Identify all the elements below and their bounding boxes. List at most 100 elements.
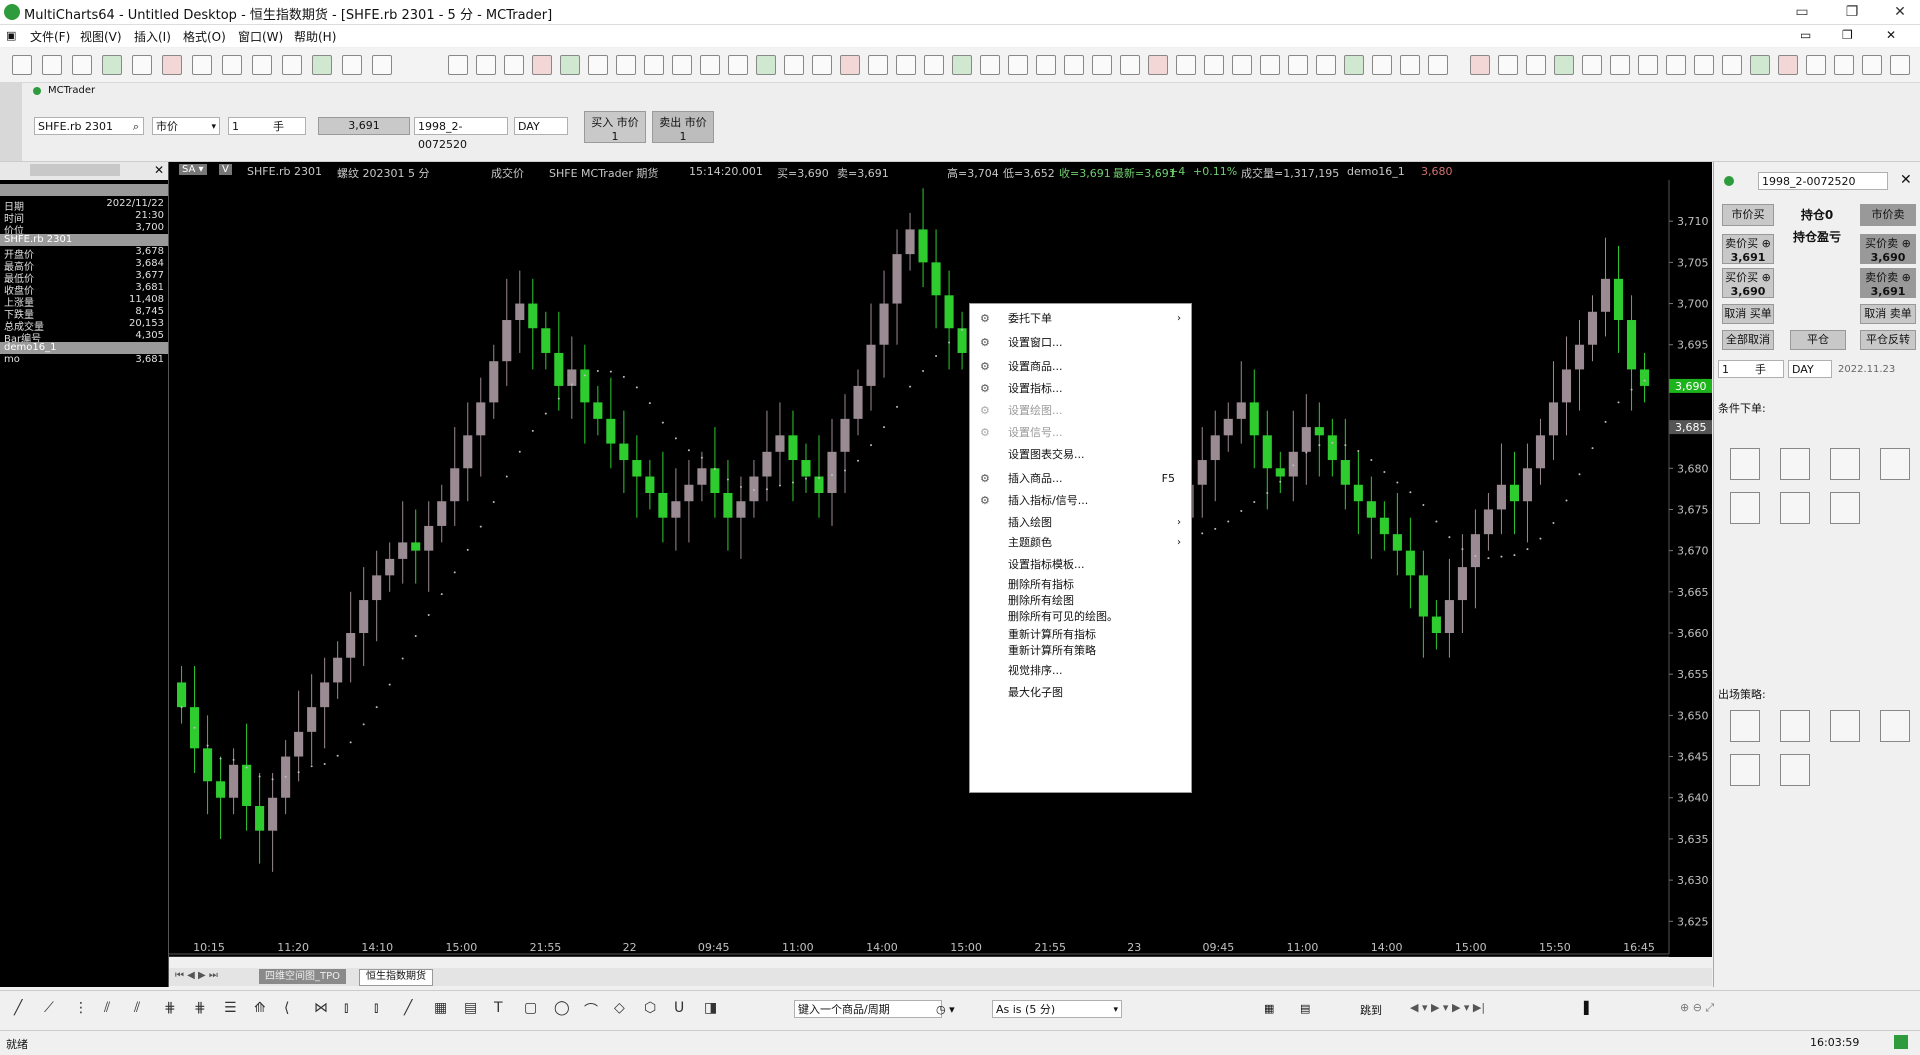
chart-scrollbar-track[interactable]: [169, 956, 1669, 957]
drawing-tool-icon[interactable]: ╱: [14, 1000, 23, 1016]
drawing-tool-icon[interactable]: ⫾: [374, 1000, 379, 1016]
ask-sell-button[interactable]: 卖价卖 ⊕ 3,691: [1860, 268, 1916, 298]
panel-close-icon[interactable]: ✕: [1900, 172, 1912, 188]
drawing-tool-icon[interactable]: ▢: [524, 1000, 538, 1016]
toolbar-tool-icon[interactable]: [1008, 55, 1028, 75]
toolbar-tool-icon[interactable]: [1036, 55, 1056, 75]
toolbar-tool-icon[interactable]: [222, 55, 242, 75]
tab-tpo[interactable]: 四维空间图_TPO: [259, 969, 347, 984]
toolbar-tool-icon[interactable]: [532, 55, 552, 75]
toolbar-tool-icon[interactable]: [1638, 55, 1658, 75]
toolbar-tool-icon[interactable]: [700, 55, 720, 75]
toolbar-tool-icon[interactable]: [1470, 55, 1490, 75]
toolbar-tool-icon[interactable]: [1092, 55, 1112, 75]
toolbar-tool-icon[interactable]: [1120, 55, 1140, 75]
context-menu-item[interactable]: 设置图表交易...: [970, 444, 1191, 466]
symbol-input[interactable]: SHFE.rb 2301 ⌕: [34, 117, 144, 135]
toolbar-tool-icon[interactable]: [1344, 55, 1364, 75]
toolbar-tool-icon[interactable]: [162, 55, 182, 75]
drawing-tool-icon[interactable]: ⋮: [74, 1000, 88, 1016]
toolbar-tool-icon[interactable]: [102, 55, 122, 75]
toolbar-tool-icon[interactable]: [616, 55, 636, 75]
toolbar-tool-icon[interactable]: [756, 55, 776, 75]
menu-format[interactable]: 格式(O): [183, 30, 226, 44]
toolbar-tool-icon[interactable]: [372, 55, 392, 75]
tradebar-grip[interactable]: [0, 83, 22, 161]
mdi-restore-icon[interactable]: ❐: [1842, 28, 1853, 42]
panel-tif-select[interactable]: DAY: [1788, 360, 1832, 378]
cancel-all-button[interactable]: 全部取消: [1722, 330, 1774, 350]
zoom-icons[interactable]: ⊕ ⊖ ⤢: [1680, 1001, 1715, 1014]
context-menu-item[interactable]: 插入绘图 ›: [970, 512, 1191, 534]
drawing-tool-icon[interactable]: ⫽: [104, 1000, 111, 1016]
cond-order-tile-2-icon[interactable]: [1780, 448, 1810, 480]
menu-file[interactable]: 文件(F): [30, 30, 71, 44]
panel-qty-stepper[interactable]: 1 手: [1718, 360, 1784, 378]
cancel-buy-button[interactable]: 取消 买单: [1722, 304, 1774, 324]
toolbar-tool-icon[interactable]: [560, 55, 580, 75]
context-menu-item[interactable]: ⚙ 插入指标/信号...: [970, 490, 1191, 512]
ask-buy-button[interactable]: 卖价买 ⊕ 3,691: [1722, 234, 1774, 264]
menu-insert[interactable]: 插入(I): [134, 30, 171, 44]
order-type-select[interactable]: 市价 ▾: [152, 117, 220, 135]
toolbar-tool-icon[interactable]: [1862, 55, 1882, 75]
toolbar-tool-icon[interactable]: [1582, 55, 1602, 75]
drawing-tool-icon[interactable]: ◨: [704, 1000, 718, 1016]
drawing-tool-icon[interactable]: ▤: [464, 1000, 478, 1016]
drawing-tool-icon[interactable]: ⫽: [134, 1000, 141, 1016]
toolbar-tool-icon[interactable]: [1148, 55, 1168, 75]
toolbar-tool-icon[interactable]: [1204, 55, 1224, 75]
toolbar-tool-icon[interactable]: [132, 55, 152, 75]
toolbar-tool-icon[interactable]: [72, 55, 92, 75]
toolbar-tool-icon[interactable]: [1750, 55, 1770, 75]
timeframe-select[interactable]: As is (5 分) ▾: [992, 1000, 1122, 1018]
market-sell-tab[interactable]: 市价卖: [1860, 204, 1916, 226]
toolbar-tool-icon[interactable]: [644, 55, 664, 75]
toolbar-tool-icon[interactable]: [1372, 55, 1392, 75]
jump-to-label[interactable]: 跳到: [1360, 1004, 1382, 1017]
jump-icon[interactable]: ▤: [1300, 1002, 1311, 1015]
toolbar-tool-icon[interactable]: [1288, 55, 1308, 75]
context-menu-item[interactable]: 设置指标模板...: [970, 554, 1191, 576]
toolbar-tool-icon[interactable]: [1232, 55, 1252, 75]
toolbar-tool-icon[interactable]: [504, 55, 524, 75]
sell-market-button[interactable]: 卖出 市价 1: [652, 111, 714, 143]
toolbar-tool-icon[interactable]: [812, 55, 832, 75]
toolbar-tool-icon[interactable]: [1722, 55, 1742, 75]
mdi-minimize-icon[interactable]: ▭: [1800, 28, 1812, 42]
drawing-tool-icon[interactable]: ◯: [554, 1000, 570, 1016]
chart-canvas[interactable]: 3,710 3,705 3,700 3,695 3,690 3,685 3,680 3,675…: [169, 162, 1712, 957]
mdi-close-icon[interactable]: ✕: [1886, 28, 1897, 42]
toolbar-tool-icon[interactable]: [312, 55, 332, 75]
search-icon[interactable]: ⌕: [132, 120, 139, 133]
context-menu-item[interactable]: ⚙ 插入商品... F5: [970, 468, 1191, 490]
symbol-period-input[interactable]: 键入一个商品/周期: [794, 1000, 942, 1018]
toolbar-tool-icon[interactable]: [1400, 55, 1420, 75]
drawing-tool-icon[interactable]: U: [674, 1000, 685, 1016]
exit-tile-2-icon[interactable]: [1780, 710, 1810, 742]
toolbar-tool-icon[interactable]: [868, 55, 888, 75]
toolbar-tool-icon[interactable]: [1666, 55, 1686, 75]
toolbar-tool-icon[interactable]: [924, 55, 944, 75]
drawing-tool-icon[interactable]: ⌒: [584, 1003, 598, 1019]
scroll-nav-icons[interactable]: ◀ ▾ ▶ ▾ ▶ ▾ ▶|: [1410, 1001, 1486, 1014]
drawing-tool-icon[interactable]: ⋕: [164, 1000, 176, 1016]
exit-tile-6-icon[interactable]: [1780, 754, 1810, 786]
toolbar-tool-icon[interactable]: [476, 55, 496, 75]
bookmark-icon[interactable]: ▌: [1584, 1001, 1594, 1015]
toolbar-tool-icon[interactable]: [42, 55, 62, 75]
toolbar-tool-icon[interactable]: [980, 55, 1000, 75]
menu-view[interactable]: 视图(V): [80, 30, 122, 44]
account-select[interactable]: 1998_2-0072520: [414, 117, 508, 151]
menu-help[interactable]: 帮助(H): [294, 30, 337, 44]
toolbar-tool-icon[interactable]: [1316, 55, 1336, 75]
cond-order-tile-1-icon[interactable]: [1730, 448, 1760, 480]
minimize-icon[interactable]: ▭: [1795, 4, 1809, 20]
toolbar-tool-icon[interactable]: [192, 55, 212, 75]
exit-tile-4-icon[interactable]: [1880, 710, 1910, 742]
toolbar-tool-icon[interactable]: [12, 55, 32, 75]
cond-order-tile-4-icon[interactable]: [1880, 448, 1910, 480]
toolbar-tool-icon[interactable]: [1554, 55, 1574, 75]
toolbar-tool-icon[interactable]: [952, 55, 972, 75]
drawing-tool-icon[interactable]: ⟋: [44, 1000, 54, 1016]
